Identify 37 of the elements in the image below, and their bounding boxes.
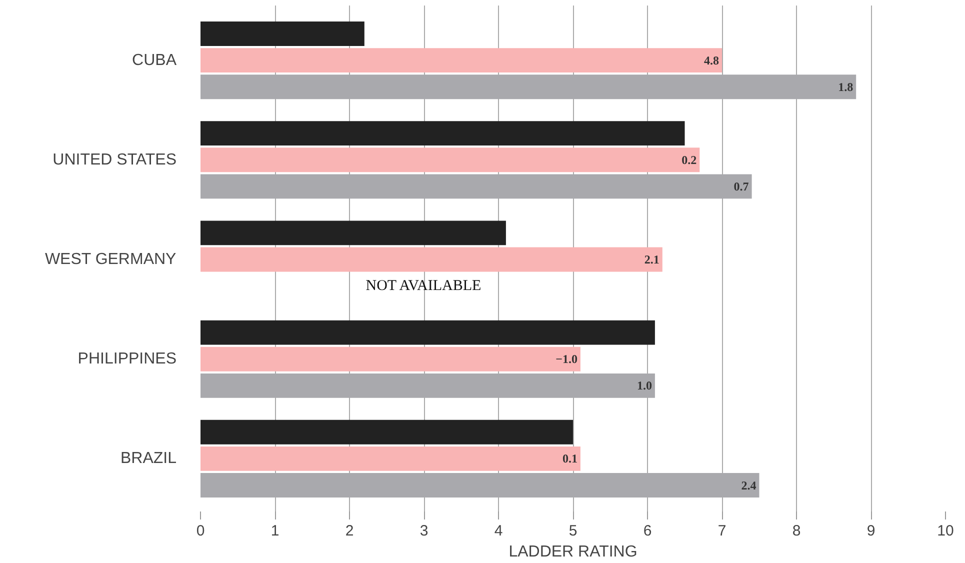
bar [200, 121, 685, 146]
bar [200, 247, 662, 272]
y-tick-label: UNITED STATES [52, 151, 176, 168]
x-tick-label: 5 [568, 522, 578, 540]
annotation: 0.7 [734, 179, 749, 194]
bar [200, 320, 655, 345]
x-tick-label: 9 [866, 522, 876, 540]
x-tick-label: 0 [196, 522, 205, 540]
annotation: NOT AVAILABLE [366, 278, 482, 294]
x-tick-label: 2 [345, 522, 354, 540]
x-tick-label: 1 [270, 522, 280, 540]
annotation: 0.1 [562, 452, 578, 466]
bar [200, 220, 506, 246]
x-tick-label: 10 [937, 522, 954, 540]
annotation: −1.0 [556, 352, 578, 366]
annotation: 2.4 [741, 478, 756, 492]
y-tick-label: PHILIPPINES [78, 350, 176, 368]
bar [200, 48, 722, 73]
x-tick-label: 6 [643, 522, 652, 540]
x-tick-label: 3 [420, 522, 428, 540]
y-tick-label: WEST GERMANY [44, 251, 177, 268]
bar [200, 346, 580, 372]
annotation: 0.2 [682, 152, 697, 167]
bar [200, 446, 580, 471]
bar [200, 148, 700, 172]
annotation: 1.8 [838, 80, 854, 94]
annotation: 4.8 [704, 53, 719, 68]
x-tick-label: 7 [718, 522, 726, 540]
annotation: 2.1 [644, 252, 660, 266]
x-tick-label: 4 [494, 522, 503, 540]
x-axis-title: LADDER RATING [508, 544, 638, 560]
y-tick-label: CUBA [132, 52, 177, 69]
annotation: 1.0 [636, 378, 652, 393]
x-tick-label: 8 [792, 522, 801, 540]
bar [200, 22, 364, 46]
y-tick-label: BRAZIL [120, 450, 177, 468]
bar [200, 420, 573, 444]
